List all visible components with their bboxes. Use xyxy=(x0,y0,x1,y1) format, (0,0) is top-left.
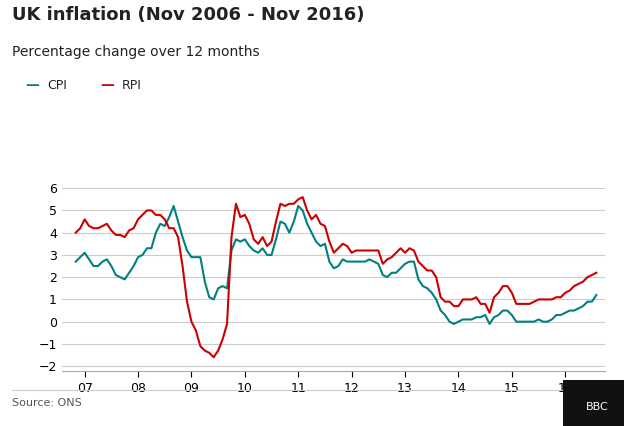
Text: Source: ONS: Source: ONS xyxy=(12,397,82,408)
Text: —: — xyxy=(25,78,39,92)
Text: —: — xyxy=(100,78,114,92)
Text: Percentage change over 12 months: Percentage change over 12 months xyxy=(12,45,260,59)
Text: RPI: RPI xyxy=(122,79,142,92)
Text: BBC: BBC xyxy=(586,402,608,412)
Text: CPI: CPI xyxy=(47,79,67,92)
Text: UK inflation (Nov 2006 - Nov 2016): UK inflation (Nov 2006 - Nov 2016) xyxy=(12,6,365,24)
